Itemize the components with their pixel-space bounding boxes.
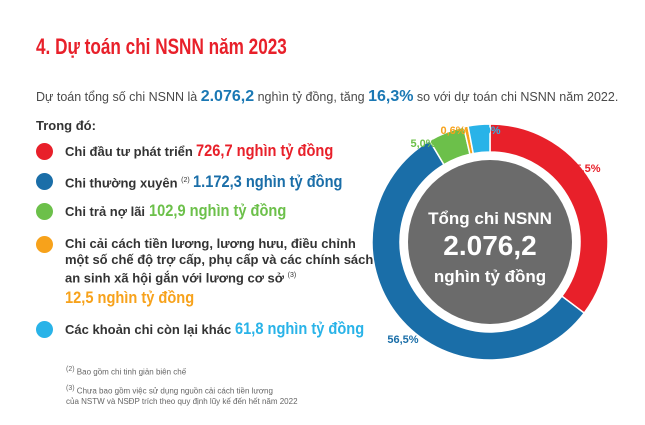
note-3-line-2: của NSTW và NSĐP trích theo quy định lũy… — [66, 397, 298, 407]
item-label-line-3: an sinh xã hội gắn với lương cơ sở — [65, 270, 285, 286]
page-title: 4. Dự toán chi NSNN năm 2023 — [36, 34, 287, 59]
slice-percent-label: 3,0% — [475, 125, 500, 137]
center-label-1: Tổng chi NSNN — [428, 209, 552, 228]
summary-mid: nghìn tỷ đồng, tăng — [254, 90, 369, 104]
summary-line: Dự toán tổng số chi NSNN là 2.076,2 nghì… — [36, 88, 618, 106]
cyan-dot-icon — [36, 321, 53, 338]
item-sup: (2) — [181, 177, 190, 184]
note-2: Bao gồm chi tinh giản biên chế — [76, 367, 187, 377]
item-value: 61,8 nghìn tỷ đồng — [234, 319, 364, 338]
summary-post: so với dự toán chi NSNN năm 2022. — [413, 90, 619, 104]
donut-slice — [467, 123, 491, 155]
item-label: Chi thường xuyên — [65, 175, 178, 191]
summary-pct: 16,3% — [368, 88, 414, 105]
subhead: Trong đó: — [36, 118, 96, 133]
summary-total: 2.076,2 — [200, 88, 255, 105]
green-dot-icon — [36, 203, 53, 220]
legend-item-investment: Chi đầu tư phát triển 726,7 nghìn tỷ đồn… — [36, 141, 356, 160]
note-sup: (3) — [66, 384, 75, 392]
blue-dot-icon — [36, 173, 53, 190]
item-value: 102,9 nghìn tỷ đồng — [148, 201, 286, 220]
legend-item-recurrent: Chi thường xuyên (2) 1.172,3 nghìn tỷ đồ… — [36, 173, 367, 191]
center-circle — [408, 160, 572, 324]
slice-percent-label: 5,0% — [410, 138, 435, 150]
item-value: 726,7 nghìn tỷ đồng — [196, 141, 334, 160]
summary-pre: Dự toán tổng số chi NSNN là — [36, 90, 201, 104]
orange-dot-icon — [36, 236, 53, 253]
note-sup: (2) — [66, 366, 75, 373]
note-3-line-1: Chưa bao gồm việc sử dụng nguồn cải cách… — [76, 386, 273, 396]
slice-percent-label: 35,5% — [569, 163, 600, 175]
footnotes: (2) Bao gồm chi tinh giản biên chế (3) C… — [66, 364, 298, 407]
item-label-line-2: một số chế độ trợ cấp, phụ cấp và các ch… — [65, 252, 374, 267]
legend-item-interest: Chi trả nợ lãi 102,9 nghìn tỷ đồng — [36, 201, 308, 220]
center-label-2: 2.076,2 — [443, 230, 536, 261]
item-value: 12,5 nghìn tỷ đồng — [65, 288, 195, 308]
center-label-3: nghìn tỷ đồng — [434, 267, 546, 286]
red-dot-icon — [36, 143, 53, 160]
legend-item-salary-reform: Chi cải cách tiền lương, lương hưu, điều… — [36, 236, 373, 307]
legend-item-other: Các khoản chi còn lại khác 61,8 nghìn tỷ… — [36, 319, 385, 338]
donut-slice — [371, 139, 586, 361]
item-label: Chi đầu tư phát triển — [65, 144, 193, 159]
slice-percent-label: 56,5% — [387, 334, 418, 346]
item-value: 1.172,3 nghìn tỷ đồng — [193, 172, 343, 192]
slice-percent-label: 0,6% — [440, 125, 465, 137]
item-sup: (3) — [287, 272, 297, 279]
item-label: Chi trả nợ lãi — [65, 204, 146, 219]
item-label-line-1: Chi cải cách tiền lương, lương hưu, điều… — [65, 236, 356, 251]
item-label: Các khoản chi còn lại khác — [65, 322, 232, 337]
